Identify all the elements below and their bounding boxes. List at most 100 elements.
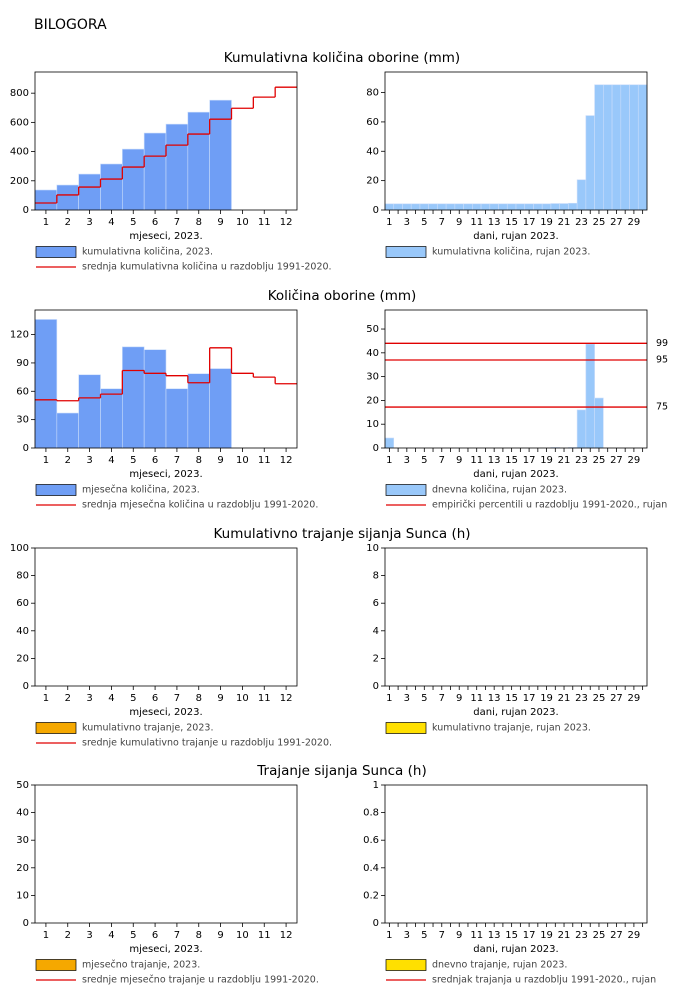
x-tick-label: 5 bbox=[421, 455, 427, 466]
x-tick-label: 1 bbox=[386, 455, 392, 466]
x-tick-label: 17 bbox=[523, 693, 536, 704]
x-tick-label: 4 bbox=[108, 693, 114, 704]
y-tick-label: 40 bbox=[366, 348, 379, 359]
x-tick-label: 23 bbox=[575, 930, 588, 941]
x-tick-label: 11 bbox=[258, 930, 271, 941]
plot-frame bbox=[34, 309, 298, 449]
x-tick-label: 1 bbox=[43, 693, 49, 704]
x-tick-label: 9 bbox=[217, 455, 223, 466]
y-tick-label: 20 bbox=[16, 863, 29, 874]
y-tick-label: 60 bbox=[16, 598, 29, 609]
x-tick-label: 19 bbox=[540, 217, 553, 228]
y-tick-label: 0 bbox=[23, 205, 29, 216]
legend-label: dnevna količina, rujan 2023. bbox=[432, 485, 567, 496]
x-tick-label: 11 bbox=[258, 693, 271, 704]
x-tick-label: 25 bbox=[593, 930, 606, 941]
x-axis-label: dani, rujan 2023. bbox=[473, 231, 558, 242]
x-tick-label: 1 bbox=[386, 693, 392, 704]
bar bbox=[445, 203, 456, 211]
legend-label: kumulativna količina, 2023. bbox=[82, 247, 213, 258]
x-tick-label: 23 bbox=[575, 217, 588, 228]
bar bbox=[585, 115, 595, 211]
bar bbox=[437, 203, 447, 211]
x-tick-label: 8 bbox=[196, 693, 202, 704]
x-tick-label: 17 bbox=[523, 930, 536, 941]
legend-label: srednje kumulativno trajanje u razdoblju… bbox=[82, 738, 332, 749]
bar bbox=[620, 84, 630, 211]
y-tick-label: 2 bbox=[373, 653, 379, 664]
legend-swatch bbox=[35, 246, 77, 258]
x-tick-label: 12 bbox=[280, 930, 293, 941]
bar bbox=[576, 409, 587, 449]
bar bbox=[454, 203, 464, 211]
x-tick-label: 6 bbox=[152, 217, 158, 228]
bar bbox=[143, 349, 167, 449]
bar bbox=[165, 388, 189, 449]
x-tick-label: 21 bbox=[558, 455, 571, 466]
percentile-label: 95 bbox=[656, 354, 668, 365]
bar bbox=[100, 388, 123, 449]
x-tick-label: 7 bbox=[174, 217, 180, 228]
x-tick-label: 7 bbox=[439, 693, 445, 704]
legend-swatch bbox=[35, 722, 77, 734]
x-tick-label: 15 bbox=[505, 217, 518, 228]
y-tick-label: 40 bbox=[366, 146, 379, 157]
y-tick-label: 90 bbox=[16, 358, 29, 369]
x-tick-label: 21 bbox=[558, 693, 571, 704]
x-tick-label: 9 bbox=[456, 693, 462, 704]
x-tick-label: 2 bbox=[65, 930, 71, 941]
y-tick-label: 1 bbox=[373, 780, 379, 791]
legend-label: empirički percentili u razdoblju 1991-20… bbox=[432, 500, 667, 511]
bar bbox=[384, 437, 395, 449]
bar bbox=[165, 123, 189, 211]
x-tick-label: 3 bbox=[86, 930, 92, 941]
x-tick-label: 13 bbox=[488, 930, 501, 941]
x-tick-label: 29 bbox=[628, 930, 641, 941]
x-tick-label: 5 bbox=[421, 217, 427, 228]
x-tick-label: 29 bbox=[628, 217, 641, 228]
x-tick-label: 10 bbox=[236, 455, 249, 466]
x-tick-label: 13 bbox=[488, 693, 501, 704]
x-tick-label: 3 bbox=[86, 217, 92, 228]
y-tick-label: 120 bbox=[10, 330, 29, 341]
x-tick-label: 2 bbox=[65, 217, 71, 228]
x-axis-label: mjeseci, 2023. bbox=[129, 707, 202, 718]
x-tick-label: 29 bbox=[628, 455, 641, 466]
x-tick-label: 1 bbox=[43, 455, 49, 466]
section-title: Kumulativna količina oborine (mm) bbox=[224, 50, 460, 66]
x-tick-label: 27 bbox=[610, 930, 623, 941]
y-tick-label: 20 bbox=[16, 653, 29, 664]
y-tick-label: 0.8 bbox=[363, 808, 379, 819]
x-axis-label: mjeseci, 2023. bbox=[129, 469, 202, 480]
x-tick-label: 3 bbox=[404, 217, 410, 228]
x-tick-label: 3 bbox=[404, 455, 410, 466]
bar bbox=[515, 203, 526, 211]
x-tick-label: 11 bbox=[470, 693, 483, 704]
bar bbox=[576, 179, 587, 211]
x-tick-label: 1 bbox=[43, 930, 49, 941]
percentile-label: 99 bbox=[656, 338, 668, 349]
bar bbox=[568, 202, 578, 211]
y-tick-label: 0 bbox=[23, 918, 29, 929]
section-title: Trajanje sijanja Sunca (h) bbox=[256, 763, 426, 779]
y-tick-label: 20 bbox=[366, 176, 379, 187]
x-tick-label: 17 bbox=[523, 217, 536, 228]
x-tick-label: 8 bbox=[196, 455, 202, 466]
bar bbox=[603, 84, 613, 211]
x-tick-label: 9 bbox=[456, 217, 462, 228]
bar bbox=[419, 203, 429, 211]
x-tick-label: 15 bbox=[505, 693, 518, 704]
bar bbox=[559, 203, 569, 211]
y-tick-label: 6 bbox=[373, 598, 379, 609]
bar bbox=[506, 203, 517, 211]
x-tick-label: 10 bbox=[236, 693, 249, 704]
x-tick-label: 19 bbox=[540, 693, 553, 704]
x-tick-label: 6 bbox=[152, 693, 158, 704]
y-tick-label: 600 bbox=[10, 117, 29, 128]
bar bbox=[78, 374, 101, 449]
x-axis-label: dani, rujan 2023. bbox=[473, 944, 558, 955]
x-tick-label: 4 bbox=[108, 217, 114, 228]
x-tick-label: 8 bbox=[196, 930, 202, 941]
x-tick-label: 7 bbox=[439, 930, 445, 941]
